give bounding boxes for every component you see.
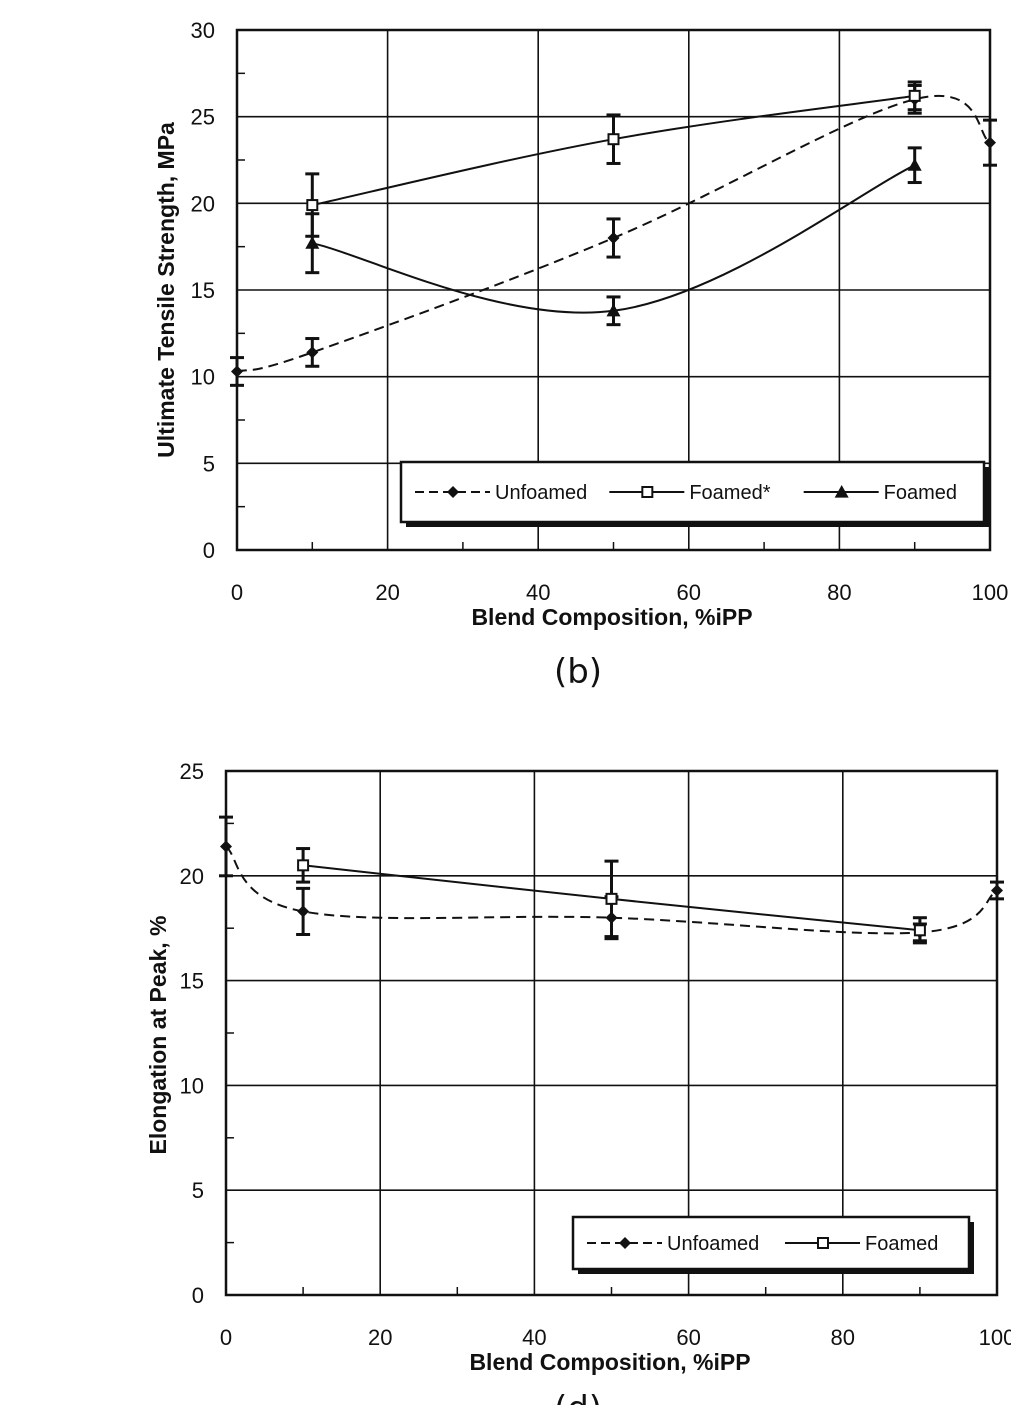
x-tick-label: 0 xyxy=(231,580,243,605)
x-tick-label: 0 xyxy=(220,1325,232,1350)
triangle-marker xyxy=(834,485,849,498)
square-marker xyxy=(297,859,310,872)
chart-panel-b: Blend Composition, %iPP Ultimate Tensile… xyxy=(153,18,1008,692)
series-line xyxy=(236,95,991,373)
minor-ticks xyxy=(237,72,916,550)
y-tick-label: 15 xyxy=(191,278,215,303)
chart-panel-d: Blend Composition, %iPP Elongation at Pe… xyxy=(145,759,1011,1405)
y-tick-label: 20 xyxy=(191,191,215,216)
y-tick-label: 25 xyxy=(180,759,204,784)
legend-label: Foamed* xyxy=(689,482,770,504)
x-tick-label: 60 xyxy=(677,580,701,605)
legend-label: Unfoamed xyxy=(495,482,587,504)
legend-box xyxy=(399,460,986,524)
square-marker xyxy=(913,924,926,937)
x-axis-label: Blend Composition, %iPP xyxy=(471,604,752,630)
legend: Unfoamed Foamed* Foamed xyxy=(399,460,989,527)
y-tick-label: 15 xyxy=(180,969,204,994)
x-tick-label: 80 xyxy=(831,1325,855,1350)
panel-label: (b) xyxy=(554,652,602,692)
square-marker xyxy=(641,486,654,498)
series-line xyxy=(225,845,998,935)
x-axis-label: Blend Composition, %iPP xyxy=(469,1349,750,1375)
diamond-marker xyxy=(231,365,243,378)
x-tick-label: 80 xyxy=(827,580,851,605)
diamond-marker xyxy=(220,840,232,853)
diamond-marker xyxy=(607,232,620,244)
triangle-marker xyxy=(907,158,922,171)
y-tick-label: 0 xyxy=(192,1283,204,1308)
x-tick-label: 100 xyxy=(972,580,1009,605)
legend-item: Foamed* xyxy=(609,482,771,504)
legend-box xyxy=(571,1215,971,1271)
y-tick-label: 20 xyxy=(180,864,204,889)
y-tick-label: 5 xyxy=(203,451,215,476)
square-marker xyxy=(817,1237,829,1249)
y-axis-label: Ultimate Tensile Strength, MPa xyxy=(153,122,179,458)
square-marker xyxy=(306,199,319,212)
x-tick-label: 60 xyxy=(676,1325,700,1350)
x-tick-label: 20 xyxy=(368,1325,392,1350)
plot-frame xyxy=(235,28,992,552)
y-tick-label: 10 xyxy=(180,1073,204,1098)
legend-item: Unfoamed xyxy=(415,482,587,504)
x-tick-label: 40 xyxy=(522,1325,546,1350)
legend-label: Foamed xyxy=(884,482,957,504)
y-tick-label: 0 xyxy=(203,538,215,563)
x-tick-label: 20 xyxy=(375,580,399,605)
legend-label: Foamed xyxy=(865,1233,938,1255)
x-tick-label: 40 xyxy=(526,580,550,605)
square-marker xyxy=(605,892,618,905)
diamond-marker xyxy=(297,905,310,918)
y-tick-label: 10 xyxy=(191,365,215,390)
legend: Unfoamed Foamed xyxy=(571,1215,974,1274)
diamond-marker xyxy=(447,486,459,498)
legend-item: Foamed xyxy=(803,482,957,504)
y-tick-label: 25 xyxy=(191,105,215,130)
square-marker xyxy=(908,89,921,102)
y-axis-label: Elongation at Peak, % xyxy=(145,916,171,1155)
diamond-marker xyxy=(984,136,996,149)
legend-item: Foamed xyxy=(785,1233,938,1255)
diamond-marker xyxy=(306,346,319,359)
y-tick-label: 5 xyxy=(192,1178,204,1203)
plot-frame xyxy=(224,769,999,1297)
series-foamed xyxy=(305,146,922,327)
legend-label: Unfoamed xyxy=(667,1233,759,1255)
triangle-marker xyxy=(305,236,320,249)
diamond-marker xyxy=(619,1237,631,1249)
square-marker xyxy=(607,133,620,146)
legend-item: Unfoamed xyxy=(587,1233,759,1255)
y-tick-label: 30 xyxy=(191,18,215,43)
series-foamed- xyxy=(305,80,922,238)
panel-label: (d) xyxy=(554,1389,602,1405)
x-tick-label: 100 xyxy=(979,1325,1011,1350)
triangle-marker xyxy=(606,303,621,317)
series-foamed xyxy=(296,847,927,945)
diamond-marker xyxy=(991,884,1003,897)
